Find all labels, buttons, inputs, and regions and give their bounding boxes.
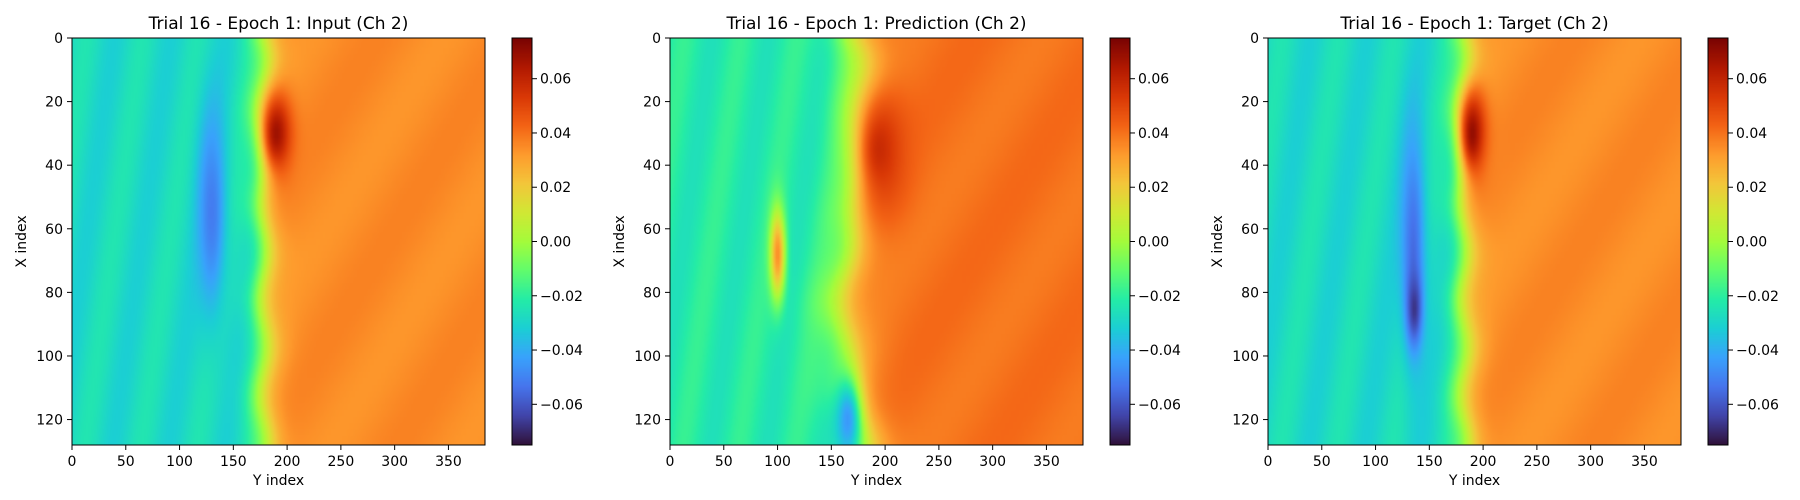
y-tick-label: 80	[45, 285, 63, 301]
colorbar-tick-label: 0.04	[1138, 126, 1169, 142]
panel-title: Trial 16 - Epoch 1: Target (Ch 2)	[1339, 14, 1608, 34]
x-tick-label: 300	[381, 454, 408, 470]
x-tick-label: 200	[872, 454, 899, 470]
x-tick-label: 350	[435, 454, 462, 470]
y-tick-label: 80	[643, 285, 661, 301]
y-tick-label: 120	[634, 413, 661, 429]
x-tick-label: 350	[1631, 454, 1658, 470]
y-axis-label: X index	[1210, 215, 1226, 267]
colorbar-tick-label: 0.00	[1138, 235, 1169, 251]
y-tick-label: 0	[1250, 31, 1259, 47]
x-tick-label: 100	[166, 454, 193, 470]
colorbar-tick-label: −0.02	[540, 289, 583, 305]
colorbar-tick-label: −0.06	[1138, 397, 1181, 413]
panel-3: Trial 16 - Epoch 1: Target (Ch 2) 0 50 100 1…	[1210, 14, 1779, 489]
x-tick-label: 50	[715, 454, 733, 470]
colorbar-tick-label: 0.02	[540, 180, 571, 196]
colorbar-tick-label: −0.04	[540, 343, 583, 359]
x-tick-label: 100	[1362, 454, 1389, 470]
colorbar-tick-label: 0.06	[540, 72, 571, 88]
panel-1: Trial 16 - Epoch 1: Input (Ch 2) 0 50 100 15…	[14, 14, 583, 489]
y-tick-label: 80	[1241, 285, 1259, 301]
y-tick-label: 20	[643, 95, 661, 111]
y-tick-label: 100	[1232, 349, 1259, 365]
y-tick-label: 60	[643, 222, 661, 238]
y-tick-label: 40	[45, 158, 63, 174]
colorbar-tick-label: −0.04	[1138, 343, 1181, 359]
y-tick-label: 0	[652, 31, 661, 47]
x-axis-label: Y index	[252, 473, 304, 489]
x-tick-label: 300	[979, 454, 1006, 470]
heatmap-image	[670, 38, 1083, 445]
colorbar-tick-label: 0.04	[1736, 126, 1767, 142]
heatmap-image	[72, 38, 485, 445]
x-tick-label: 250	[926, 454, 953, 470]
x-tick-label: 300	[1577, 454, 1604, 470]
y-tick-label: 40	[1241, 158, 1259, 174]
y-tick-label: 100	[634, 349, 661, 365]
colorbar-tick-label: 0.00	[540, 235, 571, 251]
colorbar	[1708, 38, 1728, 445]
colorbar-tick-label: 0.02	[1736, 180, 1767, 196]
colorbar-tick-label: −0.04	[1736, 343, 1779, 359]
y-tick-label: 60	[1241, 222, 1259, 238]
x-tick-label: 350	[1033, 454, 1060, 470]
y-tick-label: 20	[1241, 95, 1259, 111]
heatmap-image	[1268, 38, 1681, 445]
colorbar-tick-label: −0.06	[540, 397, 583, 413]
panel-2: Trial 16 - Epoch 1: Prediction (Ch 2) 0 50…	[612, 14, 1181, 489]
x-tick-label: 150	[1416, 454, 1443, 470]
y-tick-label: 20	[45, 95, 63, 111]
colorbar-tick-label: 0.04	[540, 126, 571, 142]
x-tick-label: 250	[1524, 454, 1551, 470]
colorbar	[512, 38, 532, 445]
colorbar-tick-label: 0.06	[1736, 72, 1767, 88]
x-tick-label: 200	[1470, 454, 1497, 470]
x-tick-label: 0	[68, 454, 77, 470]
colorbar-tick-label: 0.02	[1138, 180, 1169, 196]
plot-frame	[669, 37, 1084, 446]
y-tick-label: 120	[36, 413, 63, 429]
x-tick-label: 150	[220, 454, 247, 470]
y-axis-label: X index	[14, 215, 30, 267]
x-tick-label: 50	[1313, 454, 1331, 470]
y-tick-label: 0	[54, 31, 63, 47]
panel-title: Trial 16 - Epoch 1: Input (Ch 2)	[148, 14, 409, 34]
x-tick-label: 100	[764, 454, 791, 470]
y-tick-label: 120	[1232, 413, 1259, 429]
x-tick-label: 0	[1264, 454, 1273, 470]
x-tick-label: 250	[328, 454, 355, 470]
colorbar-tick-label: 0.00	[1736, 235, 1767, 251]
colorbar	[1110, 38, 1130, 445]
x-tick-label: 150	[818, 454, 845, 470]
colorbar-tick-label: −0.06	[1736, 397, 1779, 413]
x-axis-label: Y index	[850, 473, 902, 489]
panel-title: Trial 16 - Epoch 1: Prediction (Ch 2)	[725, 14, 1026, 34]
y-axis-label: X index	[612, 215, 628, 267]
y-tick-label: 40	[643, 158, 661, 174]
x-tick-label: 200	[274, 454, 301, 470]
x-axis-label: Y index	[1448, 473, 1500, 489]
plot-frame	[71, 37, 486, 446]
y-tick-label: 60	[45, 222, 63, 238]
plot-frame	[1267, 37, 1682, 446]
colorbar-tick-label: 0.06	[1138, 72, 1169, 88]
colorbar-tick-label: −0.02	[1138, 289, 1181, 305]
x-tick-label: 0	[666, 454, 675, 470]
x-tick-label: 50	[117, 454, 135, 470]
y-tick-label: 100	[36, 349, 63, 365]
colorbar-tick-label: −0.02	[1736, 289, 1779, 305]
